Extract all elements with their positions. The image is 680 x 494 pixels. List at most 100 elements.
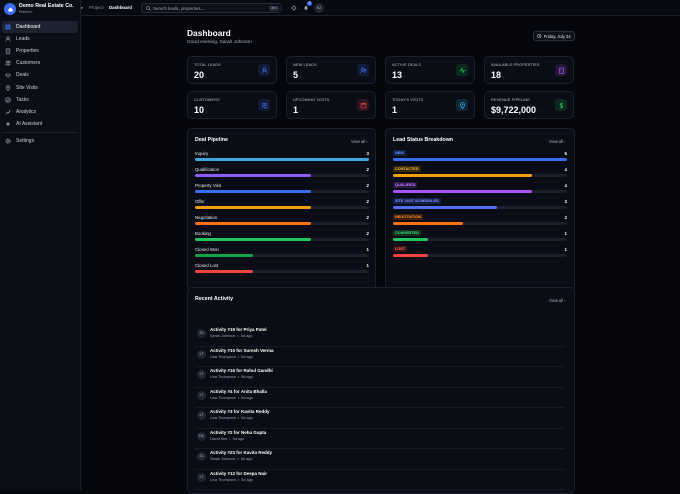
sidebar-item-customers[interactable]: Customers <box>2 57 78 69</box>
trend-indicator-icon: › <box>538 109 540 114</box>
activity-time: 5d ago <box>241 477 253 482</box>
activity-item[interactable]: LT Activity #12 for Deepa Nair Lisa Thomps… <box>195 470 565 490</box>
user-avatar[interactable]: SJ <box>314 3 324 13</box>
activity-avatar: LT <box>197 472 206 482</box>
activity-item[interactable]: LT Activity #4 for Anita Bhalla Lisa Thomp… <box>195 388 565 408</box>
lead-status-title: Lead Status Breakdown <box>393 137 454 143</box>
pipeline-bar-track <box>195 270 369 273</box>
status-badge: Lost <box>393 246 408 252</box>
activity-user: David Kim <box>210 436 228 441</box>
status-row-lost[interactable]: Lost 1 <box>393 246 567 259</box>
activity-user: Lisa Thompson <box>210 354 236 359</box>
lead-status-view-all-link[interactable]: View all › <box>549 139 566 144</box>
trend-indicator-icon: › <box>300 109 302 114</box>
sidebar-item-settings[interactable]: Settings <box>2 135 78 147</box>
user-group-icon <box>258 99 270 111</box>
bell-icon <box>304 6 308 11</box>
deal-pipeline-view-all-link[interactable]: View all › <box>351 139 368 144</box>
pipeline-row-inquiry[interactable]: Inquiry 3 <box>195 151 369 163</box>
stat-value-number: 18 <box>491 70 502 80</box>
date-label: Friday, July 24 <box>543 33 571 39</box>
sidebar-item-leads[interactable]: Leads <box>2 33 78 45</box>
stat-value-number: $9,722,000 <box>491 105 537 115</box>
activity-meta: Lisa Thompson • 5d ago <box>210 416 253 420</box>
pipeline-bar-fill <box>195 222 311 225</box>
notifications-button[interactable]: 3 <box>302 1 312 12</box>
stat-label: Revenue Pipeline <box>491 97 531 102</box>
pipeline-row-negotiation[interactable]: Negotiation 2 <box>195 215 369 227</box>
recent-activity-view-all-link[interactable]: View all › <box>549 298 566 303</box>
date-button[interactable]: Friday, July 24 <box>533 31 575 41</box>
pipeline-row-closed-lost[interactable]: Closed Lost 1 <box>195 263 369 275</box>
sidebar-item-ai-assistant[interactable]: AI Assistant <box>2 118 78 130</box>
sidebar-item-deals[interactable]: Deals <box>2 69 78 81</box>
building-icon <box>555 64 567 76</box>
pipeline-bar-track <box>195 254 369 257</box>
pipeline-row-qualification[interactable]: Qualification 2 <box>195 167 369 179</box>
activity-item[interactable]: LT Activity #10 for Suresh Verma Lisa Thom… <box>195 347 565 367</box>
trend-indicator-icon: › <box>206 109 208 114</box>
activity-item[interactable]: DK Activity #2 for Neha Gupta David Kim • 5d… <box>195 429 565 449</box>
status-bar-track <box>393 190 567 193</box>
sidebar-item-label: Deals <box>16 72 29 79</box>
status-row-qualified[interactable]: Qualified 4 <box>393 182 567 195</box>
status-row-new[interactable]: New 5 <box>393 150 567 163</box>
stat-label: Available Properties <box>491 62 540 67</box>
pipeline-bar-fill <box>195 270 253 273</box>
checkbox-icon <box>5 97 11 103</box>
activity-time: 5d ago <box>232 436 245 441</box>
status-bar-track <box>393 206 567 209</box>
sidebar-item-tasks[interactable]: Tasks <box>2 94 78 106</box>
stat-value: 10 › <box>194 105 207 115</box>
status-count: 3 <box>564 199 567 204</box>
breadcrumb-root[interactable]: Project <box>89 5 103 10</box>
activity-user: Lisa Thompson <box>210 375 236 379</box>
sidebar-toggle-icon[interactable]: ▸ <box>81 5 84 10</box>
recent-activity-card: Recent Activity View all › SJ Activity #1… <box>187 287 575 494</box>
status-row-converted[interactable]: Converted 1 <box>393 230 567 243</box>
pipeline-row-offer[interactable]: Offer 2 <box>195 199 369 211</box>
activity-meta-separator: • <box>237 354 240 359</box>
status-row-negotiation[interactable]: Negotiation 2 <box>393 214 567 227</box>
stat-card-available-properties: Available Properties 18 › <box>484 56 574 84</box>
status-row-contacted[interactable]: Contacted 4 <box>393 166 567 179</box>
search-box[interactable]: ⌘K <box>141 3 282 13</box>
lead-status-card: Lead Status Breakdown View all › New 5 Con… <box>385 128 575 293</box>
activity-time: 5d ago <box>240 457 253 461</box>
brand[interactable]: Demo Real Estate Co. Platform <box>4 3 80 17</box>
sidebar-item-site-visits[interactable]: Site Visits <box>2 81 78 93</box>
sidebar-divider <box>2 131 78 133</box>
map-pin-icon <box>456 99 468 111</box>
activity-item[interactable]: LT Activity #16 for Rahul Gandhi Lisa Thom… <box>195 367 565 388</box>
pipeline-bar-track <box>195 174 369 177</box>
activity-item[interactable]: SJ Activity #19 for Priya Patel Sarah John… <box>195 326 565 347</box>
stat-value: 13 › <box>392 70 405 80</box>
main-content: Dashboard Good evening, Sarah Johnson Fr… <box>81 16 680 494</box>
map-pin-icon <box>5 84 11 91</box>
sidebar-item-properties[interactable]: Properties <box>2 45 78 57</box>
sidebar-item-dashboard[interactable]: Dashboard <box>2 21 78 34</box>
user-group-icon <box>5 60 11 66</box>
sidebar-item-analytics[interactable]: Analytics <box>2 106 78 118</box>
deal-pipeline-card: Deal Pipeline View all › Inquiry 3 Qualifi… <box>187 128 376 293</box>
status-bar-fill <box>393 238 428 241</box>
theme-toggle-icon[interactable] <box>290 4 298 12</box>
pipeline-row-booking[interactable]: Booking 2 <box>195 231 369 243</box>
activity-meta-separator: • <box>237 416 240 420</box>
sidebar-item-label: Analytics <box>16 108 37 115</box>
pipeline-row-property-visit[interactable]: Property Visit 2 <box>195 183 369 195</box>
status-row-site-visit-scheduled[interactable]: Site Visit Scheduled 3 <box>393 198 567 211</box>
trend-indicator-icon: › <box>503 74 505 79</box>
trend-indicator-icon: › <box>300 74 302 79</box>
status-bar-track <box>393 238 567 241</box>
activity-meta: Lisa Thompson • 5d ago <box>210 478 253 482</box>
search-input[interactable] <box>153 5 263 12</box>
trend-indicator-icon: › <box>399 109 401 114</box>
activity-item[interactable]: SJ Activity #23 for Kavita Reddy Sarah Joh… <box>195 449 565 470</box>
status-bar-track <box>393 254 567 257</box>
stat-value-number: 10 <box>194 105 205 115</box>
sidebar-item-label: Site Visits <box>16 84 38 91</box>
activity-time: 5d ago <box>241 375 253 379</box>
activity-item[interactable]: LT Activity #3 for Kavita Reddy Lisa Thomp… <box>195 408 565 429</box>
pipeline-row-closed-won[interactable]: Closed Won 1 <box>195 247 369 259</box>
